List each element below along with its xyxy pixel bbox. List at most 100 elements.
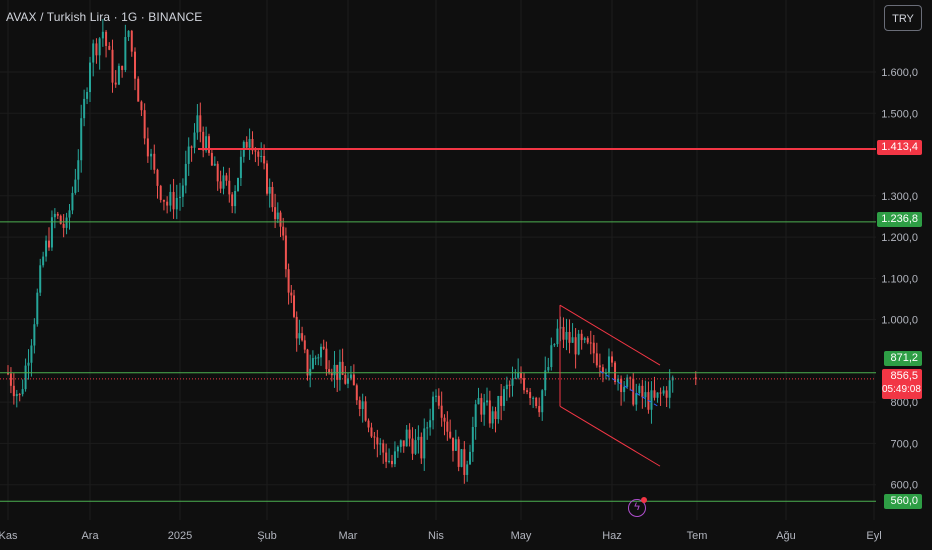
- candle-body: [349, 374, 352, 379]
- candle-body: [231, 194, 234, 207]
- last-close-price-tag: 871,2: [884, 351, 922, 366]
- candle-body: [352, 374, 355, 386]
- candle-body: [408, 429, 411, 439]
- candle-body: [216, 163, 219, 182]
- candle-body: [632, 378, 635, 405]
- candle-body: [488, 400, 491, 424]
- candle-body: [181, 185, 184, 197]
- candle-body: [623, 386, 626, 393]
- x-axis-tick-label: Eyl: [866, 530, 881, 542]
- candle-body: [279, 212, 282, 227]
- candle-body: [260, 155, 263, 157]
- candle-body: [124, 36, 127, 70]
- candle-body: [562, 326, 565, 340]
- candle-body: [137, 78, 140, 102]
- candle-body: [477, 398, 480, 405]
- candle-body: [290, 292, 293, 296]
- candle-body: [162, 199, 165, 202]
- candle-body: [172, 191, 175, 210]
- candle-body: [432, 396, 435, 421]
- candle-body: [306, 349, 309, 376]
- candle-body: [284, 235, 287, 270]
- candle-body: [24, 365, 27, 390]
- x-axis-tick-label: May: [511, 530, 532, 542]
- candle-body: [595, 353, 598, 366]
- candle-body: [210, 152, 213, 166]
- candle-body: [483, 402, 486, 415]
- candle-body: [511, 378, 514, 386]
- candle-body: [222, 175, 225, 189]
- candle-body: [529, 392, 532, 399]
- currency-button[interactable]: TRY: [884, 5, 922, 31]
- candle-body: [417, 436, 420, 441]
- candle-body: [309, 368, 312, 376]
- candle-body: [317, 357, 320, 359]
- chart-title: AVAX / Turkish Lira · 1G · BINANCE: [6, 10, 203, 24]
- lightning-icon[interactable]: ϟ: [628, 499, 646, 517]
- candle-body: [86, 92, 89, 99]
- resistance-price-tag: 1.413,4: [877, 140, 922, 155]
- candle-body: [266, 163, 268, 194]
- candle-body: [514, 377, 517, 379]
- channel-mid-dashed-line: [599, 370, 659, 407]
- candle-body: [251, 139, 254, 151]
- candle-body: [379, 443, 382, 445]
- candle-body: [517, 372, 520, 378]
- candle-body: [460, 449, 463, 467]
- candle-body: [471, 426, 474, 452]
- channel-lower-line: [559, 405, 661, 467]
- current-price-value: 856,5: [890, 370, 918, 382]
- candle-body: [535, 397, 538, 407]
- candle-body: [508, 384, 511, 386]
- candle-body: [665, 390, 668, 398]
- candle-body: [50, 217, 53, 248]
- candle-body: [18, 394, 21, 396]
- candle-body: [577, 333, 580, 355]
- candle-body: [620, 378, 623, 393]
- candle-body: [491, 411, 494, 424]
- candle-body: [199, 115, 202, 132]
- y-axis-tick-label: 1.000,0: [881, 315, 918, 327]
- x-axis-tick-label: Mar: [339, 530, 358, 542]
- candle-body: [391, 460, 393, 465]
- candle-body: [449, 431, 452, 438]
- candle-body: [184, 163, 187, 186]
- candle-body: [53, 213, 56, 218]
- candle-body: [466, 464, 469, 475]
- y-axis-tick-label: 1.300,0: [881, 191, 918, 203]
- candle-body: [437, 395, 440, 406]
- candle-body: [480, 398, 483, 415]
- candle-body: [503, 389, 505, 406]
- candle-body: [150, 153, 153, 157]
- candle-body: [156, 169, 159, 186]
- candle-body: [474, 404, 477, 427]
- candle-body: [83, 98, 86, 119]
- candle-body: [298, 333, 301, 339]
- candle-body: [89, 62, 91, 93]
- candle-body: [311, 358, 314, 369]
- candle-body: [293, 295, 295, 317]
- candle-body: [68, 210, 71, 218]
- candle-body: [146, 138, 149, 157]
- x-axis-tick-label: Ara: [81, 530, 99, 542]
- candle-body: [611, 356, 613, 363]
- candle-body: [668, 380, 671, 398]
- candle-body: [15, 394, 18, 397]
- candle-body: [662, 390, 665, 394]
- candle-body: [56, 213, 59, 216]
- mid-support-price-tag: 1.236,8: [877, 212, 922, 227]
- x-axis-tick-label: Şub: [257, 530, 277, 542]
- current-price-tag: 856,5 05:49:08: [882, 369, 922, 399]
- candle-body: [520, 372, 522, 379]
- y-axis-tick-label: 800,0: [890, 397, 918, 409]
- candle-body: [121, 65, 124, 70]
- candle-body: [538, 406, 541, 413]
- candle-body: [187, 146, 190, 164]
- candle-body: [42, 256, 45, 266]
- candle-body: [586, 338, 589, 343]
- candle-body: [153, 153, 156, 170]
- candle-body: [254, 150, 257, 152]
- candle-body: [556, 328, 559, 345]
- candle-body: [429, 420, 432, 428]
